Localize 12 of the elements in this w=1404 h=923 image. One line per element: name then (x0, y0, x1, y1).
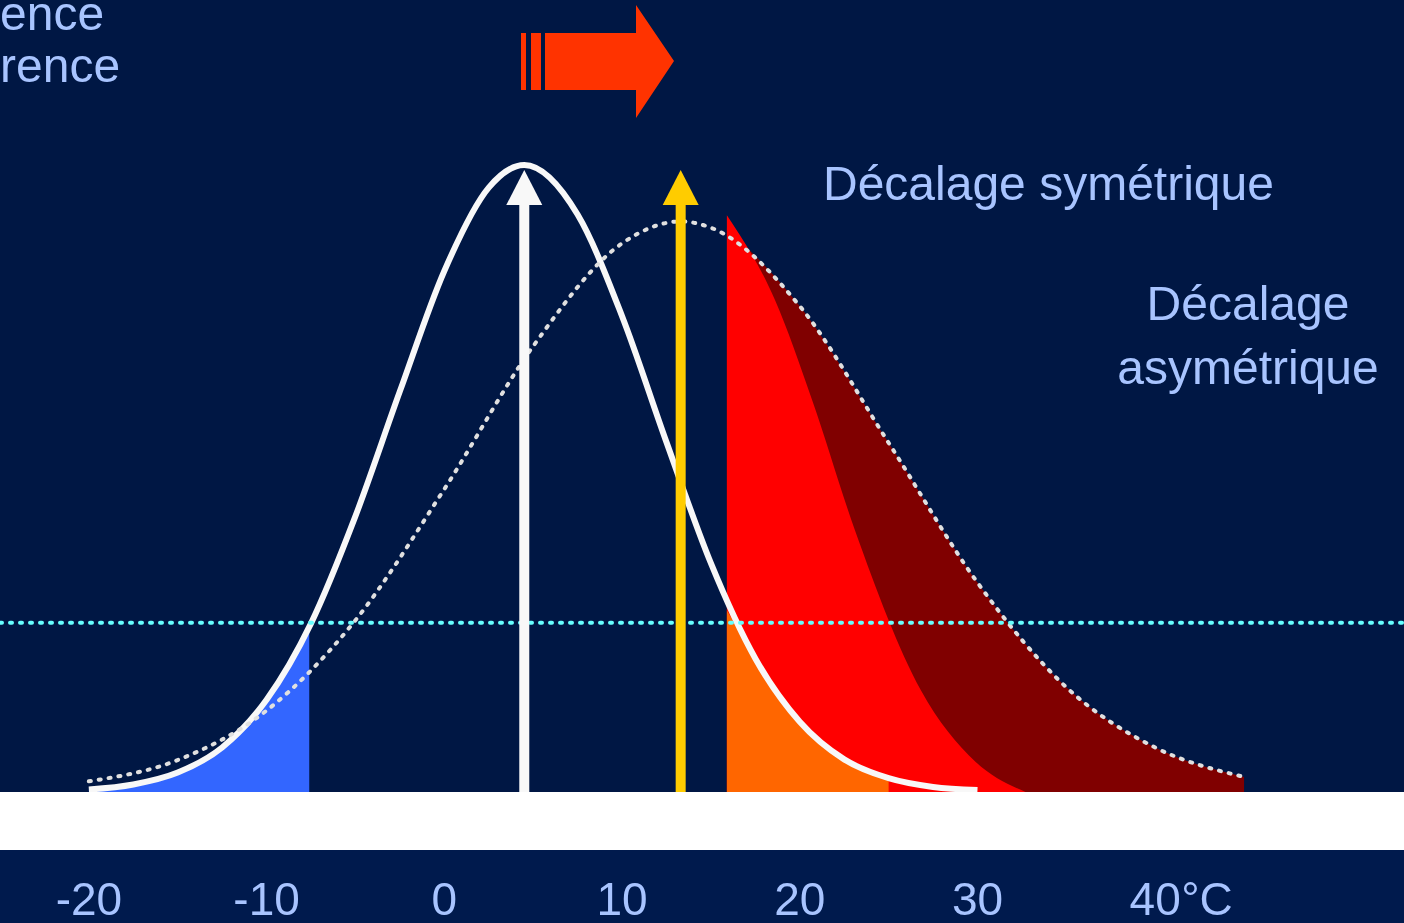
annotation: Décalage symétrique (823, 157, 1274, 210)
x-tick-label: 40 (1129, 873, 1181, 923)
x-axis-title: °C (1181, 873, 1233, 923)
x-tick-label: -20 (55, 873, 123, 923)
text: rence (0, 39, 121, 92)
x-tick-label: 20 (774, 873, 826, 923)
x-tick-label: 0 (431, 873, 458, 923)
annotation: Décalage asymétrique (1117, 277, 1379, 394)
x-tick-label: 30 (951, 873, 1004, 923)
x-tick-label: 10 (596, 873, 648, 923)
x-tick-label: -10 (233, 873, 300, 923)
text: ence (0, 0, 105, 40)
